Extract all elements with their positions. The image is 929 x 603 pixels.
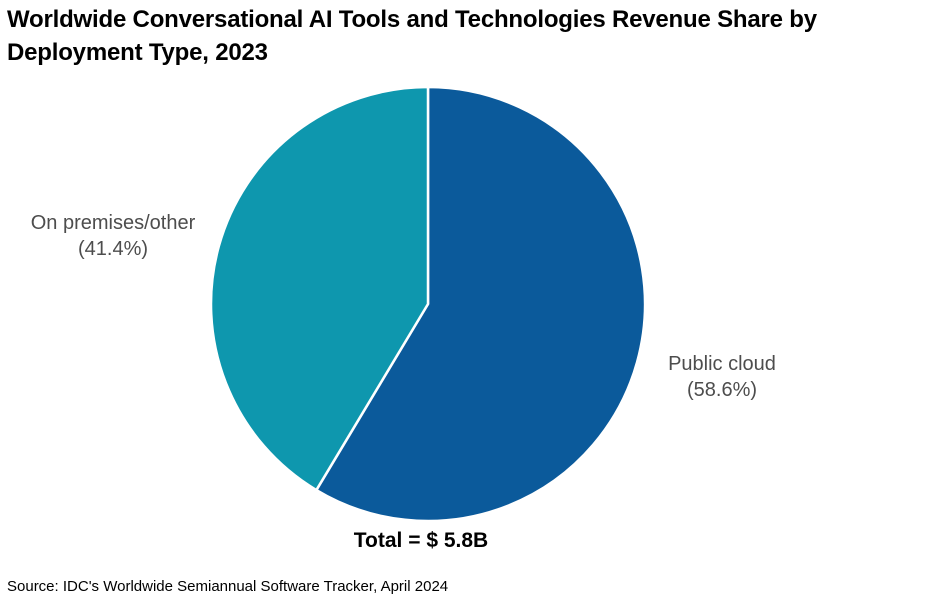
- pie-slice-public-cloud: [315, 85, 647, 523]
- chart-title-line-1: Worldwide Conversational AI Tools and Te…: [7, 6, 817, 33]
- pie-slice-on-premises-other: [209, 85, 430, 492]
- slice-label-on-premises-other: On premises/other (41.4%): [8, 210, 218, 262]
- slice-label-public-cloud: Public cloud (58.6%): [617, 351, 827, 403]
- chart-title: Worldwide Conversational AI Tools and Te…: [7, 3, 927, 69]
- slice-label-name: Public cloud: [668, 353, 776, 375]
- total-label: Total = $ 5.8B: [353, 529, 489, 552]
- chart-title-line-2: Deployment Type, 2023: [7, 39, 268, 66]
- source-line: Source: IDC's Worldwide Semiannual Softw…: [7, 578, 449, 595]
- pie-chart-svg: [209, 85, 647, 523]
- slice-label-pct: (41.4%): [77, 238, 149, 260]
- slice-label-pct: (58.6%): [686, 379, 758, 401]
- pie-chart: [208, 84, 648, 524]
- slice-label-name: On premises/other: [30, 212, 196, 234]
